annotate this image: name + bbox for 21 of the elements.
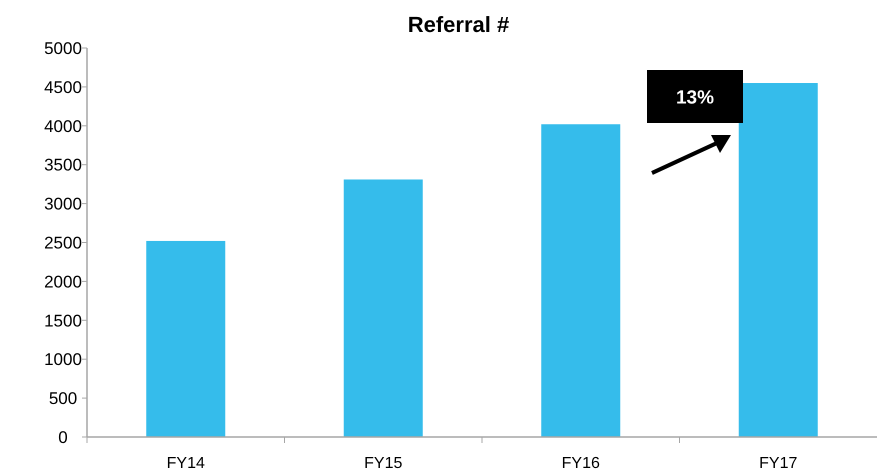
y-tick-label: 0 <box>58 428 68 447</box>
y-tick-label: 500 <box>48 389 78 408</box>
bar <box>738 83 818 437</box>
chart-title: Referral # <box>408 12 510 37</box>
x-tick-label: FY16 <box>562 455 600 472</box>
y-tick-label: 3000 <box>44 194 82 214</box>
y-tick-label: 4500 <box>44 78 82 97</box>
bar <box>344 179 423 437</box>
y-tick-label: 5000 <box>44 38 82 58</box>
y-tick-label: 1500 <box>44 311 82 330</box>
x-tick-label: FY14 <box>166 455 205 472</box>
x-tick-label: FY17 <box>759 455 798 472</box>
y-tick-label: 2500 <box>44 233 82 252</box>
bar <box>146 240 226 437</box>
y-tick-label: 4000 <box>44 116 82 136</box>
y-tick-label: 3500 <box>44 156 82 175</box>
y-tick-label: 1000 <box>44 350 82 370</box>
annotation: 13% <box>676 88 714 109</box>
y-tick-label: 2000 <box>44 272 82 292</box>
x-tick-label: FY15 <box>364 455 402 472</box>
bar <box>541 124 620 437</box>
